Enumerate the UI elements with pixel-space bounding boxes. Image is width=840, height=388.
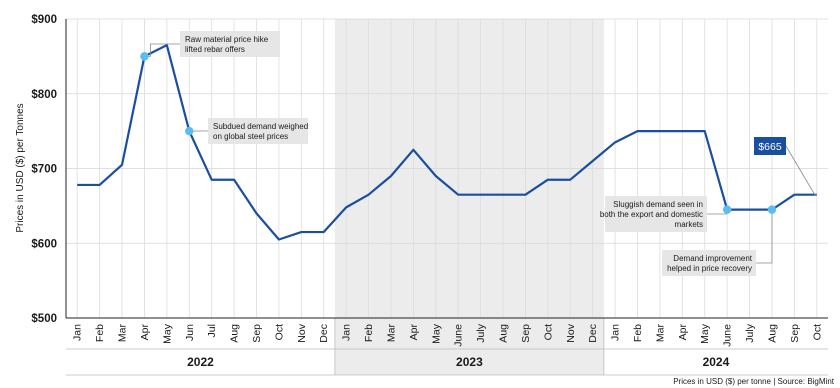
- axes: [65, 19, 828, 376]
- annotation-text: lifted rebar offers: [185, 45, 245, 54]
- year-label-2023: 2023: [456, 355, 483, 369]
- x-tick-label: July: [744, 323, 756, 342]
- x-tick-label: Sep: [789, 324, 801, 343]
- x-tick-label: Jan: [72, 324, 84, 341]
- value-label-text: $665: [758, 141, 782, 153]
- price-series: [77, 44, 817, 241]
- annotation-box: [180, 31, 280, 57]
- x-tick-label: Mar: [385, 324, 397, 343]
- y-tick-label: $700: [31, 164, 57, 176]
- x-tick-label: Jan: [341, 324, 353, 341]
- annotation-leader: [756, 209, 773, 264]
- year-label-2024: 2024: [703, 355, 730, 369]
- x-tick-label: Sep: [520, 324, 532, 343]
- x-tick-label: Apr: [139, 324, 151, 341]
- annotation-text: Sluggish demand seen in: [613, 200, 703, 209]
- value-leader: [785, 145, 817, 196]
- x-tick-label: June: [722, 324, 734, 347]
- annotation-box: [208, 118, 308, 144]
- annotation-marker: [722, 205, 732, 214]
- source-footer: Prices in USD ($) per tonne | Source: Bi…: [673, 377, 835, 386]
- price-line: [77, 44, 817, 241]
- year-label-2022: 2022: [187, 355, 214, 369]
- x-tick-label: Oct: [273, 324, 285, 340]
- year-shading: [334, 19, 604, 375]
- annotation-text: Demand improvement: [673, 254, 752, 263]
- x-tick-label: Apr: [677, 324, 689, 341]
- x-tick-label: Oct: [811, 324, 823, 340]
- value-label-box: [754, 137, 786, 155]
- annotation-text: Subdued demand weighed: [213, 122, 308, 131]
- annotation-text: helped in price recovery: [667, 264, 752, 273]
- x-tick-label: May: [161, 323, 173, 344]
- y-tick-label: $800: [31, 89, 57, 101]
- annotation-text: Raw material price hike: [185, 35, 269, 44]
- x-tick-label: Aug: [766, 324, 778, 343]
- annotation-text: markets: [675, 220, 703, 229]
- x-tick-label: Feb: [363, 324, 375, 342]
- annotation-text: on global steel prices: [213, 132, 288, 141]
- x-tick-label: Jan: [610, 324, 622, 341]
- y-tick-labels: $500 $600 $700 $800 $900: [31, 14, 57, 325]
- annotation-marker: [140, 52, 149, 61]
- x-tick-label: Nov: [565, 323, 577, 342]
- x-tick-label: Dec: [587, 324, 599, 343]
- grid-lines: [66, 18, 828, 319]
- x-tick-label: Aug: [498, 324, 510, 343]
- annotation-box: [605, 196, 707, 232]
- annotation-marker: [767, 205, 777, 214]
- latest-value: $665: [754, 137, 817, 196]
- x-tick-label: Dec: [318, 324, 330, 343]
- year-band-2023: [334, 19, 604, 375]
- x-tick-label: May: [699, 323, 711, 344]
- y-tick-label: $500: [31, 313, 57, 325]
- x-tick-label: July: [475, 323, 487, 342]
- y-tick-label: $900: [31, 14, 57, 26]
- annotation-marker: [185, 126, 194, 136]
- year-labels: 2022 2023 2024: [187, 355, 729, 369]
- x-tick-label: May: [430, 323, 442, 344]
- x-tick-label: Aug: [229, 324, 241, 343]
- x-tick-labels: Jan Feb Mar Apr May Jun Jul Aug Sep Oct Nov Dec Jan F…: [72, 323, 824, 347]
- x-tick-label: Feb: [94, 324, 106, 342]
- x-tick-label: Oct: [542, 324, 554, 340]
- x-tick-label: June: [453, 324, 465, 347]
- annotation-text: both the export and domestic: [600, 210, 703, 219]
- x-tick-label: Jun: [184, 324, 196, 341]
- x-tick-label: Feb: [632, 324, 644, 342]
- annotation-box: [662, 250, 756, 276]
- x-tick-label: Jul: [206, 324, 218, 337]
- x-tick-label: Sep: [251, 324, 263, 343]
- y-axis-label: Prices in USD ($) per Tonnes: [15, 103, 26, 232]
- x-tick-label: Mar: [654, 324, 666, 343]
- x-tick-label: Nov: [296, 323, 308, 342]
- x-tick-label: Apr: [408, 324, 420, 341]
- x-tick-label: Mar: [117, 324, 129, 343]
- y-tick-label: $600: [31, 238, 57, 250]
